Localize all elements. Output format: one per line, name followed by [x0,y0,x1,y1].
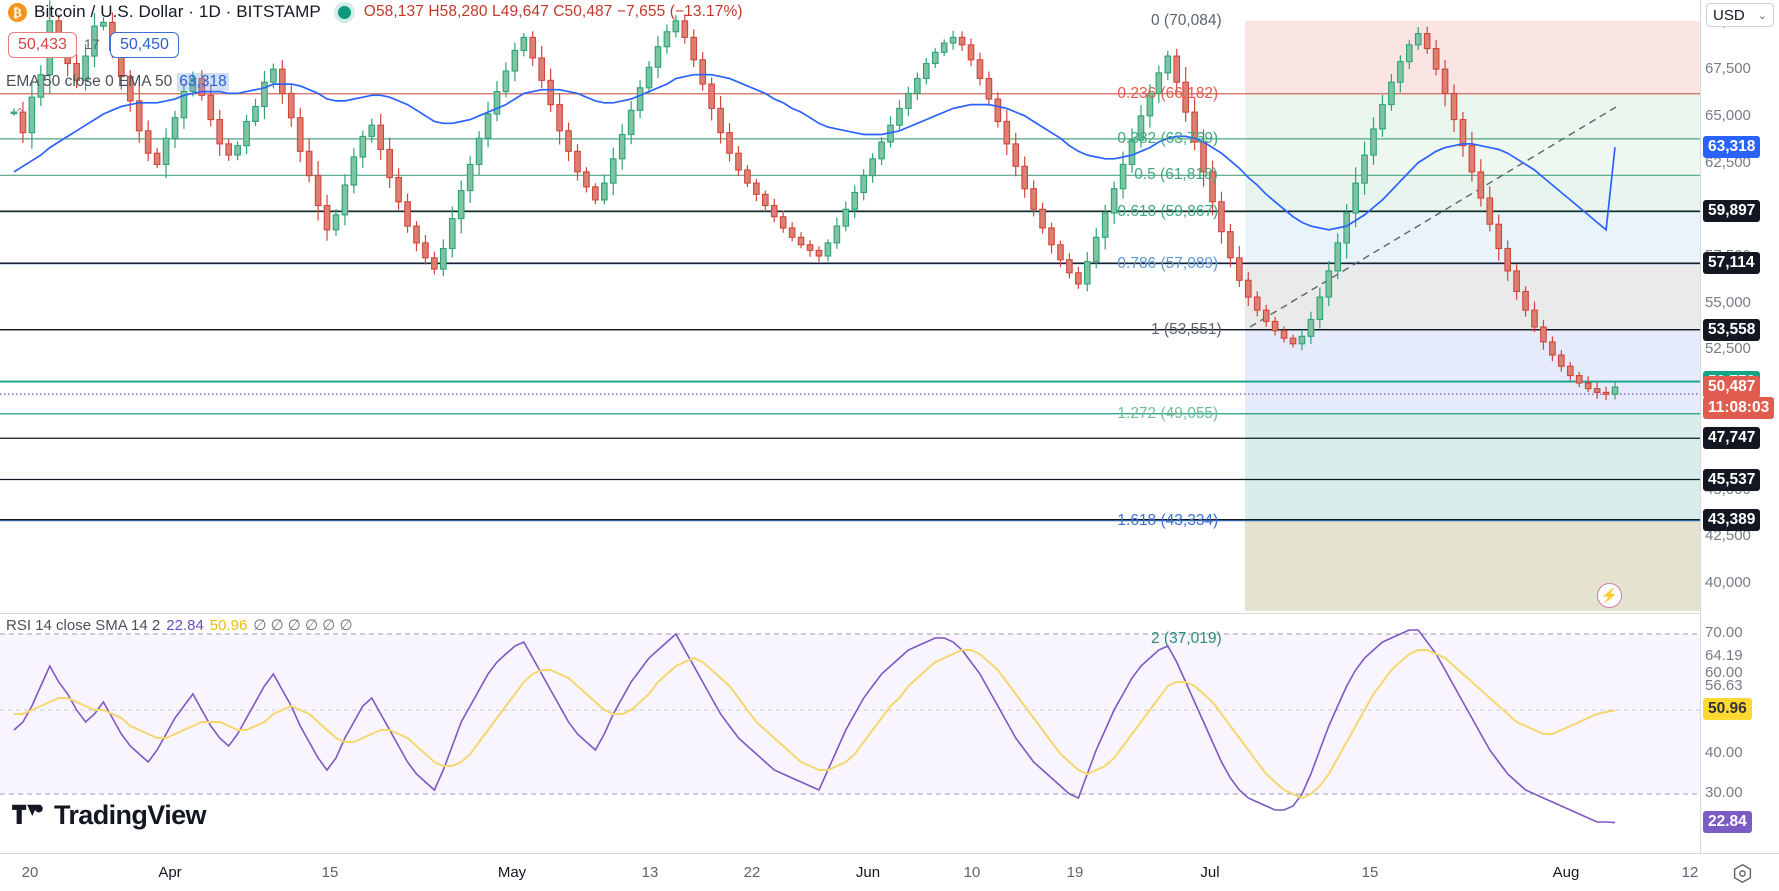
fibonacci-level-label: 0 (70,084) [1151,11,1222,29]
time-scale[interactable]: 20 Apr 15 May 13 22 Jun 10 19 Jul 15 Aug 12 [0,853,1779,891]
price-axis-badge[interactable]: 57,114 [1703,252,1760,275]
price-axis-badge[interactable]: 63,318 [1703,136,1761,159]
price-axis-badge[interactable]: 45,537 [1703,468,1761,491]
fibonacci-level-label: 0.5 (61,818) [1134,166,1218,184]
fibonacci-level-label: 1.618 (43,334) [1117,511,1219,529]
price-axis-tick: 65,000 [1705,106,1751,124]
time-axis-label: 15 [1361,864,1379,881]
clock-icon[interactable] [1732,863,1753,884]
price-chart-pane[interactable] [0,0,1700,611]
time-axis-label: 15 [321,864,339,881]
ema-legend-value: 63,318 [177,73,229,91]
ema-legend[interactable]: EMA 50 close 0 EMA 50 63,318 [6,73,229,91]
price-chart-svg [0,0,1700,611]
price-axis-badge[interactable]: 53,558 [1703,318,1761,341]
rsi-axis-badge[interactable]: 50.96 [1703,698,1752,721]
price-alert-pill-high[interactable]: 50,450 [110,32,179,58]
fibonacci-level-label: 2 (37,019) [1151,629,1222,647]
currency-value: USD [1713,6,1745,24]
fibonacci-level-label: 0.236 (66,182) [1117,84,1219,102]
fibonacci-level-label: 1.272 (49,055) [1117,404,1219,422]
market-status-dot-icon [337,5,351,19]
tradingview-logo-icon [12,804,43,824]
rsi-chart-svg [0,629,1700,824]
rsi-legend-label: RSI 14 close SMA 14 2 [6,616,161,634]
price-alert-pill-low[interactable]: 50,433 [8,32,77,58]
time-axis-label: 22 [743,864,761,881]
price-axis-badge[interactable]: 47,747 [1703,427,1761,450]
watermark-text: TradingView [54,800,207,830]
price-axis-badge[interactable]: 43,389 [1703,508,1761,531]
bar-count-label: 17 [84,36,100,52]
time-axis-label: May [497,864,527,881]
price-scale[interactable]: 70,00067,50065,00062,50060,00057,50055,0… [1700,0,1779,853]
ohlc-values: O58,137 H58,280 L49,647 C50,487 −7,655 (… [363,3,743,20]
time-axis-label: 12 [1681,864,1699,881]
symbol-title[interactable]: Bitcoin / U.S. Dollar · 1D · BITSTAMP [34,2,321,21]
price-axis-tick: 42,500 [1705,527,1751,545]
fibonacci-level-label: 0.786 (57,089) [1117,254,1219,272]
rsi-axis-tick: 60.00 [1705,664,1743,681]
price-axis-badge[interactable]: 50,487 [1703,376,1761,399]
fibonacci-level-label: 0.618 (59,867) [1117,202,1219,220]
rsi-axis-tick: 64.19 [1705,647,1743,665]
time-axis-label: 20 [21,864,39,881]
tradingview-watermark: TradingView [12,800,207,831]
ema-legend-label: EMA 50 close 0 EMA 50 [6,73,173,90]
rsi-axis-tick: 70.00 [1705,624,1743,641]
time-axis-label: 10 [963,864,981,881]
rsi-axis-tick: 40.00 [1705,744,1743,761]
time-axis-label: Aug [1552,864,1580,881]
rsi-axis-tick: 30.00 [1705,784,1743,801]
time-axis-label: Jun [855,864,881,881]
time-axis-label: Jul [1200,864,1220,881]
time-axis-label: 13 [641,864,659,881]
rsi-axis-tick: 56.63 [1705,677,1743,695]
price-axis-tick: 40,000 [1705,573,1751,591]
lightning-bolt-icon[interactable]: ⚡ [1597,583,1622,608]
fibonacci-level-label: 0.382 (63,769) [1117,129,1219,147]
price-axis-tick: 67,500 [1705,60,1751,78]
price-axis-tick: 55,000 [1705,293,1751,311]
price-axis-badge[interactable]: 11:08:03 [1703,397,1775,420]
fibonacci-level-label: 1 (53,551) [1151,320,1222,338]
price-axis-tick: 52,500 [1705,340,1751,358]
collapse-chevron-icon[interactable]: ⌃ [14,105,26,121]
chart-legend: ₿ Bitcoin / U.S. Dollar · 1D · BITSTAMP … [8,2,743,22]
currency-selector[interactable]: USD ⌄ [1706,3,1774,27]
bitcoin-icon: ₿ [8,2,27,22]
rsi-legend[interactable]: RSI 14 close SMA 14 2 22.84 50.96 ∅ ∅ ∅ … [6,616,353,635]
time-axis-label: 19 [1066,864,1084,881]
price-axis-badge[interactable]: 59,897 [1703,200,1761,223]
rsi-sma-legend-value: 50.96 [209,616,248,634]
rsi-axis-badge[interactable]: 22.84 [1703,810,1752,833]
chevron-down-icon: ⌄ [1757,9,1767,22]
rsi-legend-value: 22.84 [166,616,204,634]
rsi-legend-nulls: ∅ ∅ ∅ ∅ ∅ ∅ [253,617,353,634]
rsi-indicator-pane[interactable] [0,613,1700,853]
time-axis-label: Apr [158,864,182,881]
